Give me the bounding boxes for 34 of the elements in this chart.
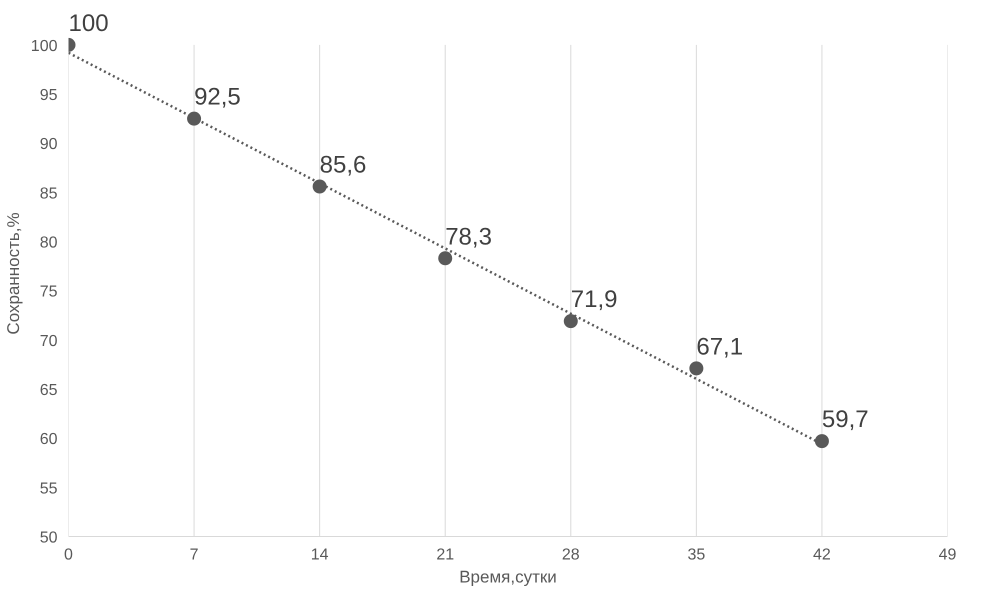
y-tick-label: 95: [40, 87, 58, 104]
x-tick-label: 42: [813, 546, 831, 564]
x-axis-title: Время,сутки: [459, 568, 557, 586]
point: [814, 434, 829, 448]
x-tick-label: 49: [938, 546, 956, 564]
data-label: 92,5: [194, 84, 241, 111]
y-tick-label: 85: [40, 185, 58, 202]
point: [564, 314, 578, 328]
y-tick-label: 100: [30, 38, 58, 55]
x-tick-label: 7: [190, 546, 199, 564]
data-label: 67,1: [696, 333, 744, 360]
y-tick-label: 60: [40, 431, 58, 448]
data-label: 78,3: [445, 223, 492, 250]
y-tick-label: 80: [40, 234, 58, 252]
y-tick-label: 65: [40, 382, 58, 400]
data-label: 85,6: [320, 151, 366, 178]
y-tick-label: 75: [40, 284, 58, 301]
y-tick-label: 90: [40, 136, 58, 154]
x-tick-label: 21: [436, 546, 454, 564]
point: [438, 251, 452, 266]
point: [689, 361, 704, 376]
x-tick-label: 35: [687, 546, 706, 564]
data-label: 100: [68, 10, 109, 37]
x-tick-label: 0: [64, 546, 74, 564]
data-label: 59,7: [822, 406, 869, 434]
y-axis-title: Сохранность,%: [4, 212, 23, 335]
x-tick-label: 28: [562, 546, 580, 564]
data-label: 71,9: [570, 286, 618, 314]
y-tick-label: 70: [40, 332, 58, 350]
point: [187, 112, 202, 126]
point: [312, 180, 327, 194]
y-tick-label: 55: [40, 480, 58, 498]
y-tick-label: 50: [40, 530, 58, 546]
x-tick-label: 14: [310, 546, 329, 564]
